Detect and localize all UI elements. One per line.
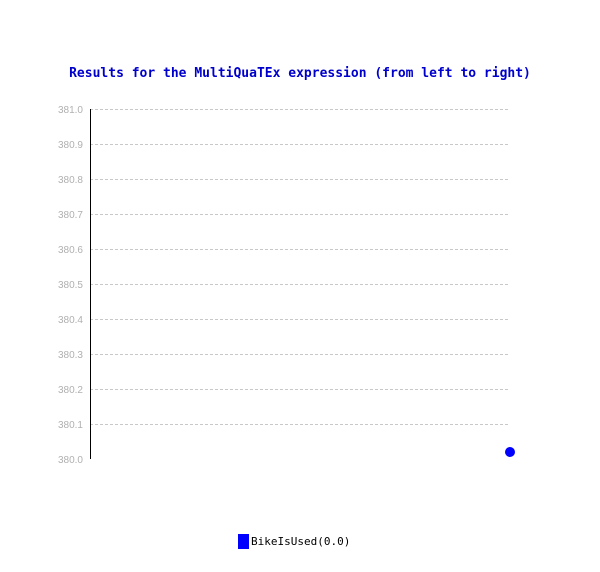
legend-label: BikeIsUsed(0.0) — [251, 535, 351, 548]
y-tick-label: 380.6 — [58, 245, 83, 256]
y-tick-label: 380.8 — [58, 175, 83, 186]
y-tick-label: 380.7 — [58, 210, 83, 221]
data-points — [505, 447, 515, 457]
legend-swatch — [238, 534, 249, 549]
y-tick-label: 380.3 — [58, 350, 83, 361]
y-tick-label: 380.5 — [58, 280, 83, 291]
y-tick-label: 380.9 — [58, 140, 83, 151]
y-tick-label: 380.1 — [58, 420, 83, 431]
y-tick-label: 380.4 — [58, 315, 83, 326]
data-point — [505, 447, 515, 457]
y-tick-label: 381.0 — [58, 105, 83, 116]
grid-lines — [90, 109, 509, 425]
legend: BikeIsUsed(0.0) — [238, 534, 350, 549]
y-tick-label: 380.0 — [58, 455, 83, 466]
y-tick-labels: 380.0 380.1 380.2 380.3 380.4 380.5 380.6 380.7… — [58, 105, 83, 466]
chart-title: Results for the MultiQuaTEx expression (… — [69, 66, 531, 81]
y-tick-label: 380.2 — [58, 385, 83, 396]
